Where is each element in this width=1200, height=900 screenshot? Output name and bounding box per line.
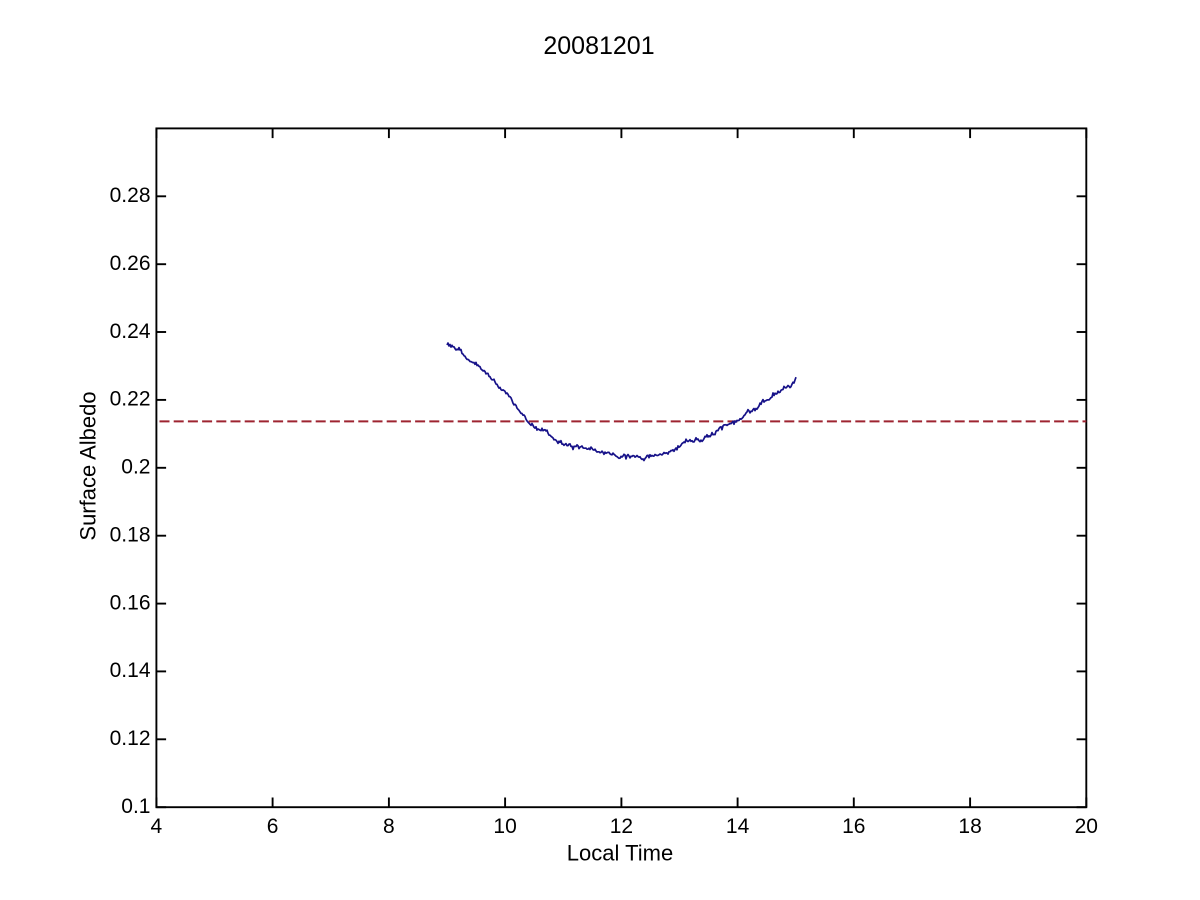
svg-text:20: 20 xyxy=(1075,815,1098,838)
svg-text:0.22: 0.22 xyxy=(110,388,151,411)
svg-text:0.2: 0.2 xyxy=(121,456,150,479)
svg-text:Local Time: Local Time xyxy=(567,841,673,866)
svg-text:0.12: 0.12 xyxy=(110,727,151,750)
svg-text:12: 12 xyxy=(610,815,633,838)
svg-text:0.16: 0.16 xyxy=(110,591,151,614)
svg-text:20081201: 20081201 xyxy=(543,32,654,60)
svg-text:0.26: 0.26 xyxy=(110,252,151,275)
svg-text:10: 10 xyxy=(493,815,516,838)
svg-text:0.1: 0.1 xyxy=(121,795,150,818)
svg-text:0.24: 0.24 xyxy=(110,320,151,343)
svg-text:4: 4 xyxy=(151,815,163,838)
svg-text:18: 18 xyxy=(958,815,981,838)
svg-text:0.18: 0.18 xyxy=(110,524,151,547)
svg-text:0.28: 0.28 xyxy=(110,184,151,207)
svg-text:14: 14 xyxy=(726,815,750,838)
svg-text:6: 6 xyxy=(267,815,279,838)
svg-text:0.14: 0.14 xyxy=(110,659,151,682)
svg-text:Surface Albedo: Surface Albedo xyxy=(76,391,101,540)
svg-text:16: 16 xyxy=(842,815,865,838)
svg-text:8: 8 xyxy=(383,815,395,838)
